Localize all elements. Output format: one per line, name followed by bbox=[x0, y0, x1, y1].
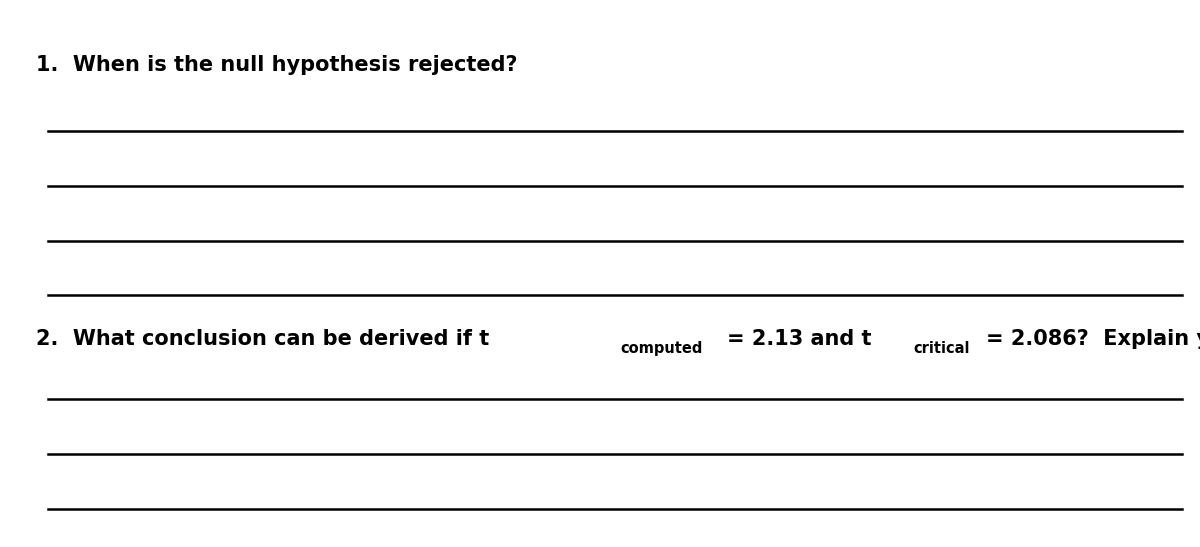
Text: 2.  What conclusion can be derived if t: 2. What conclusion can be derived if t bbox=[36, 329, 490, 349]
Text: = 2.13 and t: = 2.13 and t bbox=[727, 329, 871, 349]
Text: 1.  When is the null hypothesis rejected?: 1. When is the null hypothesis rejected? bbox=[36, 55, 517, 75]
Text: computed: computed bbox=[620, 341, 703, 357]
Text: critical: critical bbox=[913, 341, 970, 357]
Text: = 2.086?  Explain your answer.: = 2.086? Explain your answer. bbox=[986, 329, 1200, 349]
